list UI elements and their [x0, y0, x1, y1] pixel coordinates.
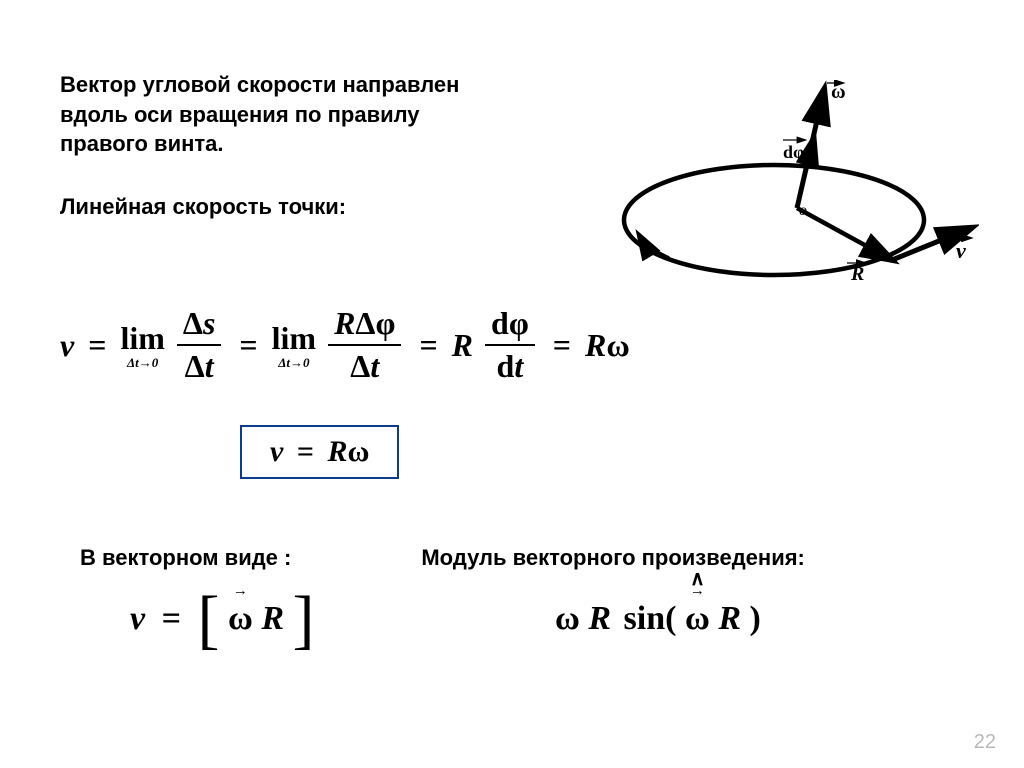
sym-eq: = [88, 327, 106, 364]
frac-ds-dt: ΔΔss Δt [177, 305, 222, 385]
svg-text:dφ: dφ [783, 142, 804, 162]
equation-vector-form: v = [ → ω R ] [130, 600, 314, 638]
modulus-label: Модуль векторного произведения: [421, 545, 805, 571]
limit-1: lim Δt→0 [120, 322, 164, 369]
equation-linear-velocity: v = lim Δt→0 ΔΔss Δt = lim Δt→0 RΔφ Δt =… [60, 305, 630, 385]
frac-dphi-dt: dφ dt [485, 305, 535, 385]
omega-vector: → ω [228, 600, 253, 638]
svg-text:v: v [956, 238, 966, 263]
slide: Вектор угловой скорости направлен вдоль … [0, 0, 1024, 768]
sym-R: R [452, 327, 473, 364]
vector-form-label: В векторном виде : [80, 545, 291, 571]
svg-text:R: R [850, 263, 864, 285]
frac-rdphi-dt: RΔφ Δt [328, 305, 401, 385]
sym-Rw: Rω [585, 327, 630, 364]
svg-text:ω: ω [831, 81, 846, 103]
limit-2: lim Δt→0 [272, 322, 316, 369]
page-number: 22 [974, 731, 996, 754]
labels-row: В векторном виде : Модуль векторного про… [80, 545, 964, 571]
equation-boxed: v = Rω [240, 425, 399, 479]
rotation-diagram: о ω dφ R v [599, 80, 979, 300]
omega-R-hat: ∧ → ω [685, 600, 710, 638]
heading-text: Вектор угловой скорости направлен вдоль … [60, 70, 480, 159]
equation-modulus: ω R sin( ∧ → ω R ) [555, 600, 761, 638]
sym-v: v [60, 327, 74, 364]
